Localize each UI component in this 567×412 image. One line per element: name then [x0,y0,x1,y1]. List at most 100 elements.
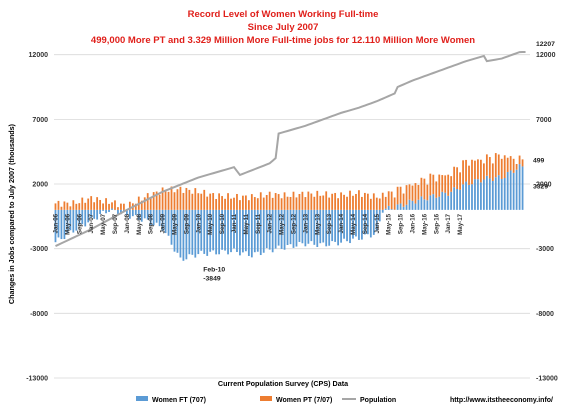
bar-women-pt [488,157,491,179]
bar-women-ft [277,209,280,246]
bar-women-ft [456,188,459,210]
bar-women-ft [485,175,488,210]
bar-women-ft [465,181,467,210]
population-line-path [55,51,526,247]
bar-women-ft [471,184,473,210]
bar-women-ft [488,178,491,210]
bar-women-ft [363,209,366,235]
bar-women-pt [477,159,479,180]
bar-women-pt [435,181,438,198]
bar-women-pt [99,199,102,210]
bar-women-pt [313,196,316,210]
bar-women-ft [304,209,307,247]
bar-women-pt [322,195,325,210]
bar-women-pt [384,196,387,209]
bar-women-ft [66,209,69,234]
bar-women-ft [396,204,399,210]
bar-women-pt [423,178,426,200]
bar-women-pt [316,190,319,210]
x-tick-label: Jan-11 [231,213,238,233]
bar-women-pt [298,194,301,210]
bar-women-pt [506,157,509,172]
bar-women-ft [158,209,161,227]
bar-women-pt [375,197,378,210]
annotation-date: Feb-10 [203,267,225,274]
bar-women-ft [137,209,140,220]
bar-women-pt [349,190,351,210]
bar-women-pt [236,193,238,210]
bar-women-pt [242,195,244,210]
bar-women-ft [381,209,384,213]
bar-women-pt [402,193,405,207]
y-tick-label-right: -13000 [536,376,558,383]
bar-women-pt [518,155,521,165]
bar-women-ft [75,209,78,231]
bar-women-pt [274,193,277,210]
bar-women-pt [152,192,155,210]
bar-women-pt [105,198,107,210]
bar-women-pt [459,172,461,190]
bar-women-ft [206,209,209,256]
bar-women-ft [497,175,500,210]
bar-women-pt [108,203,110,210]
bar-women-pt [286,196,289,210]
source-url: http://www.itstheeconomy.info/ [450,397,553,404]
bar-women-ft [212,209,215,251]
bar-women-pt [227,193,229,210]
bar-women-pt [361,196,363,210]
legend-label-population: Population [360,397,396,404]
x-tick-label: Sep-15 [398,213,405,234]
bar-women-pt [63,201,66,210]
x-tick-label: May-09 [171,213,178,235]
bar-women-pt [500,158,503,179]
bar-women-pt [164,191,167,210]
bar-women-ft [355,209,357,237]
bar-women-pt [134,203,137,210]
bar-women-ft [340,209,342,243]
bar-women-pt [334,192,337,210]
bar-women-ft [111,208,113,210]
bar-women-pt [233,197,235,210]
bar-women-pt [149,198,152,210]
bar-women-ft [438,196,441,210]
bar-women-pt [72,200,75,210]
bar-women-ft [289,209,292,245]
bar-women-pt [93,202,96,210]
bar-women-ft [280,209,283,249]
y-tick-label-right: -3000 [536,246,554,253]
bar-women-ft [78,209,81,225]
bar-women-pt [340,192,342,210]
x-axis-label: Current Population Survey (CPS) Data [218,379,349,388]
bar-women-ft [125,209,128,215]
bar-women-ft [500,178,503,210]
bar-women-ft [224,209,226,251]
bar-women-pt [197,193,200,210]
bar-women-ft [515,169,518,210]
x-tick-label: May-13 [314,213,321,235]
bar-women-pt [114,200,116,210]
bar-women-ft [167,209,170,236]
bar-women-ft [506,171,509,210]
x-tick-label: Sep-08 [148,213,155,234]
y-tick-label-left: -8000 [30,311,48,318]
x-tick-label: Sep-07 [112,213,119,234]
bar-women-pt [355,193,357,210]
bar-women-pt [390,191,393,210]
bar-women-ft [328,209,331,246]
bar-women-ft [221,209,223,250]
x-tick-label: May-08 [136,213,143,235]
bar-women-ft [90,209,93,218]
bar-women-pt [182,192,185,210]
bar-women-pt [453,166,456,188]
bar-women-ft [503,178,506,210]
bar-women-ft [432,194,435,210]
bar-women-pt [250,194,253,210]
bar-women-ft [244,209,247,252]
x-tick-label: Jan-06 [52,213,59,233]
bar-women-ft [441,191,444,210]
chart-title-line-3: 499,000 More PT and 3.329 Million More F… [91,35,475,46]
y-axis-left-ticks: -13000 -8000 -3000 2000 7000 12000 [26,52,48,382]
bar-women-pt [381,192,384,210]
bar-women-pt [230,198,232,210]
